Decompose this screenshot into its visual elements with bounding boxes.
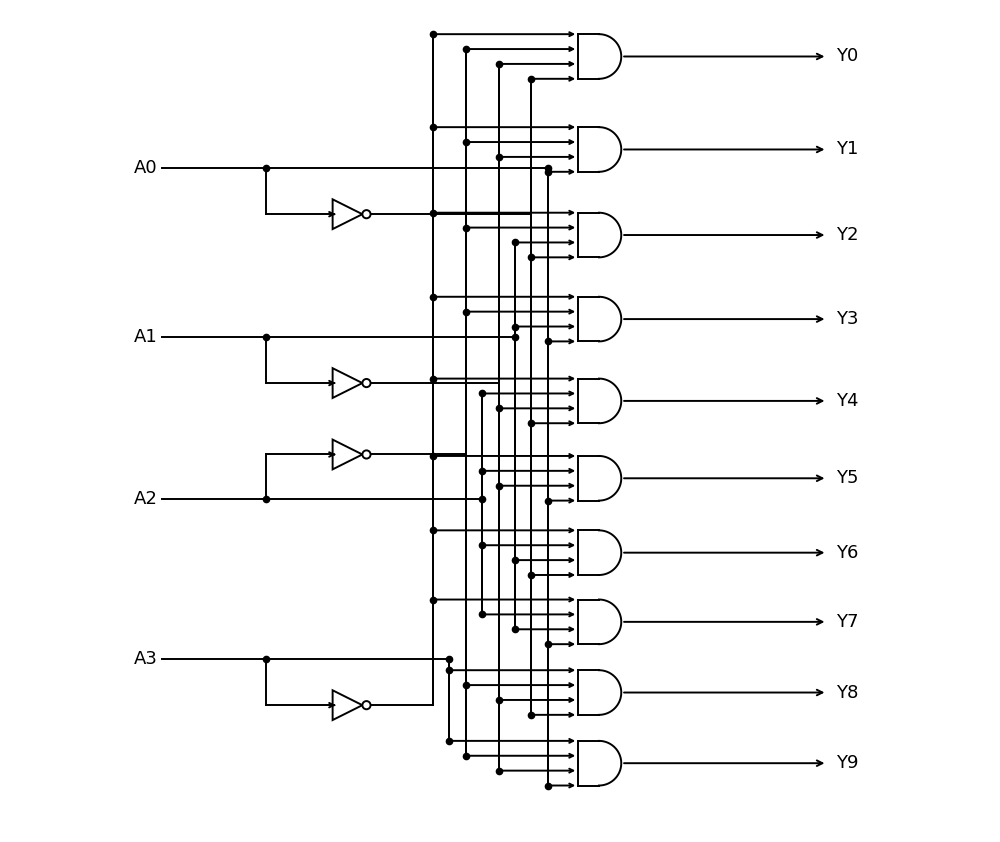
Text: Y6: Y6 [836, 544, 859, 562]
Text: A3: A3 [134, 650, 158, 668]
Circle shape [362, 210, 371, 218]
Text: A2: A2 [134, 490, 158, 508]
Text: A0: A0 [134, 159, 158, 177]
Text: Y2: Y2 [836, 226, 859, 244]
Text: Y9: Y9 [836, 754, 859, 772]
Text: Y1: Y1 [836, 141, 859, 158]
Circle shape [362, 379, 371, 387]
Text: A1: A1 [134, 328, 158, 346]
Text: Y4: Y4 [836, 392, 859, 410]
Circle shape [362, 450, 371, 459]
Circle shape [362, 701, 371, 709]
Text: Y3: Y3 [836, 310, 859, 328]
Text: Y0: Y0 [836, 47, 858, 66]
Text: Y8: Y8 [836, 684, 859, 701]
Text: Y7: Y7 [836, 613, 859, 631]
Text: Y5: Y5 [836, 469, 859, 488]
